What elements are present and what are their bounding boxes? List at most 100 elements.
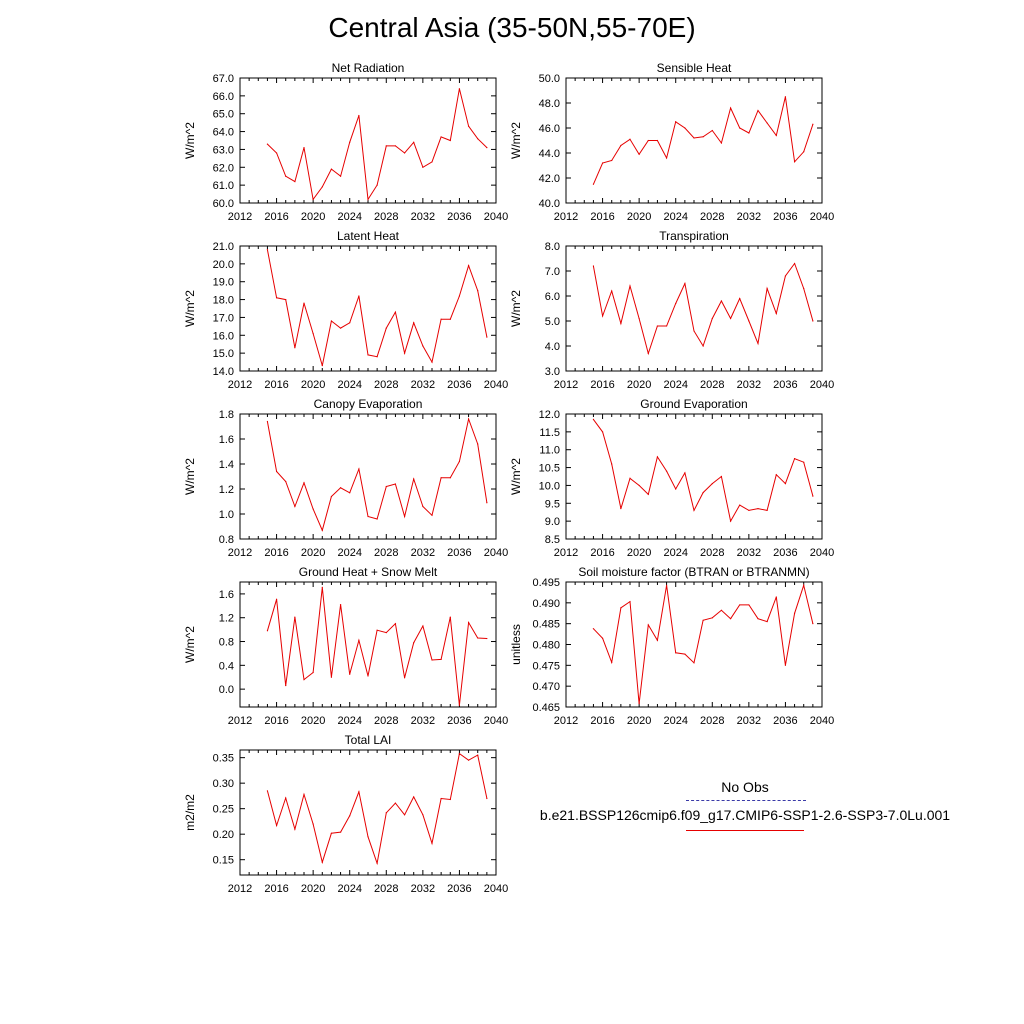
panel-title: Ground Heat + Snow Melt bbox=[299, 565, 438, 579]
data-point bbox=[431, 842, 433, 844]
series-line bbox=[266, 587, 487, 706]
data-point bbox=[803, 461, 805, 463]
y-tick-label: 60.0 bbox=[213, 198, 234, 210]
y-tick-label: 0.4 bbox=[219, 660, 234, 672]
data-point bbox=[312, 198, 314, 201]
y-tick-label: 0.480 bbox=[532, 640, 560, 652]
y-tick-label: 62.0 bbox=[213, 162, 234, 174]
data-point bbox=[693, 662, 695, 664]
data-point bbox=[675, 488, 677, 490]
data-point bbox=[702, 619, 704, 621]
data-point bbox=[330, 168, 333, 170]
data-point bbox=[458, 460, 461, 463]
data-point bbox=[266, 790, 269, 792]
data-point bbox=[665, 470, 668, 472]
panel-2: Latent Heat W/m^2 2012 2016 2020 2024 2028 2032… bbox=[183, 229, 508, 391]
data-point bbox=[413, 796, 415, 798]
data-point bbox=[440, 318, 442, 320]
x-tick-label: 2020 bbox=[301, 379, 325, 391]
data-point bbox=[775, 596, 777, 598]
data-point bbox=[303, 482, 305, 484]
x-tick-label: 2020 bbox=[627, 211, 651, 223]
y-axis-label: W/m^2 bbox=[509, 290, 523, 327]
y-tick-label: 9.5 bbox=[545, 498, 560, 510]
data-point bbox=[440, 477, 442, 479]
x-tick-label: 2040 bbox=[484, 211, 508, 223]
data-point bbox=[312, 332, 314, 335]
y-axis-label: W/m^2 bbox=[183, 458, 197, 495]
data-point bbox=[394, 311, 397, 313]
data-point bbox=[638, 484, 640, 487]
data-point bbox=[394, 483, 397, 485]
data-point bbox=[266, 630, 269, 632]
y-tick-label: 5.0 bbox=[545, 316, 560, 328]
data-point bbox=[275, 824, 278, 827]
y-tick-label: 1.4 bbox=[219, 459, 234, 471]
y-tick-label: 17.0 bbox=[213, 312, 234, 324]
data-point bbox=[458, 88, 461, 90]
y-tick-label: 64.0 bbox=[213, 127, 234, 139]
x-tick-label: 2024 bbox=[663, 547, 687, 559]
y-tick-label: 0.15 bbox=[213, 855, 234, 867]
data-point bbox=[803, 151, 805, 153]
x-tick-label: 2012 bbox=[554, 547, 578, 559]
plot-frame bbox=[239, 413, 497, 540]
x-tick-label: 2028 bbox=[700, 547, 724, 559]
data-point bbox=[592, 183, 595, 185]
data-point bbox=[684, 127, 686, 129]
data-point bbox=[449, 139, 451, 142]
data-point bbox=[766, 620, 768, 623]
x-tick-label: 2024 bbox=[663, 211, 687, 223]
legend-observation-label: No Obs bbox=[721, 779, 769, 795]
data-point bbox=[601, 315, 604, 317]
x-tick-label: 2028 bbox=[374, 379, 398, 391]
y-tick-label: 1.0 bbox=[219, 509, 234, 521]
data-point bbox=[711, 483, 713, 485]
data-point bbox=[275, 598, 278, 600]
data-point bbox=[312, 823, 314, 825]
data-point bbox=[684, 653, 686, 655]
data-point bbox=[620, 144, 622, 147]
y-tick-label: 16.0 bbox=[213, 330, 234, 342]
data-point bbox=[748, 320, 750, 322]
data-point bbox=[385, 145, 387, 147]
x-tick-label: 2024 bbox=[663, 379, 687, 391]
data-point bbox=[385, 327, 387, 329]
data-point bbox=[739, 504, 741, 506]
y-tick-label: 10.5 bbox=[539, 463, 560, 475]
data-point bbox=[611, 290, 613, 292]
series-line bbox=[266, 752, 488, 866]
data-point bbox=[739, 127, 741, 129]
data-point bbox=[339, 327, 342, 329]
data-point bbox=[467, 265, 470, 267]
x-tick-label: 2020 bbox=[627, 547, 651, 559]
data-point bbox=[321, 586, 323, 588]
data-point bbox=[349, 141, 351, 143]
plot-frame bbox=[565, 413, 823, 540]
data-point bbox=[413, 141, 415, 143]
x-tick-label: 2024 bbox=[337, 211, 361, 223]
y-tick-label: 8.5 bbox=[545, 534, 560, 546]
data-point bbox=[349, 673, 351, 675]
x-tick-label: 2020 bbox=[627, 715, 651, 727]
y-axis-label: W/m^2 bbox=[183, 626, 197, 663]
data-point bbox=[647, 352, 649, 355]
data-point bbox=[413, 478, 415, 480]
data-point bbox=[793, 262, 796, 265]
data-point bbox=[422, 814, 424, 816]
data-point bbox=[285, 480, 287, 483]
data-point bbox=[620, 607, 622, 609]
y-tick-label: 1.8 bbox=[219, 409, 234, 421]
series-line bbox=[593, 583, 814, 704]
data-point bbox=[321, 186, 323, 188]
data-point bbox=[367, 836, 369, 838]
data-point bbox=[766, 287, 768, 290]
y-tick-label: 46.0 bbox=[539, 123, 560, 135]
data-point bbox=[477, 443, 479, 445]
data-point bbox=[620, 322, 622, 325]
x-tick-label: 2028 bbox=[374, 211, 398, 223]
y-tick-label: 0.8 bbox=[219, 637, 234, 649]
data-point bbox=[330, 676, 333, 678]
data-point bbox=[403, 677, 406, 679]
data-point bbox=[793, 612, 796, 614]
